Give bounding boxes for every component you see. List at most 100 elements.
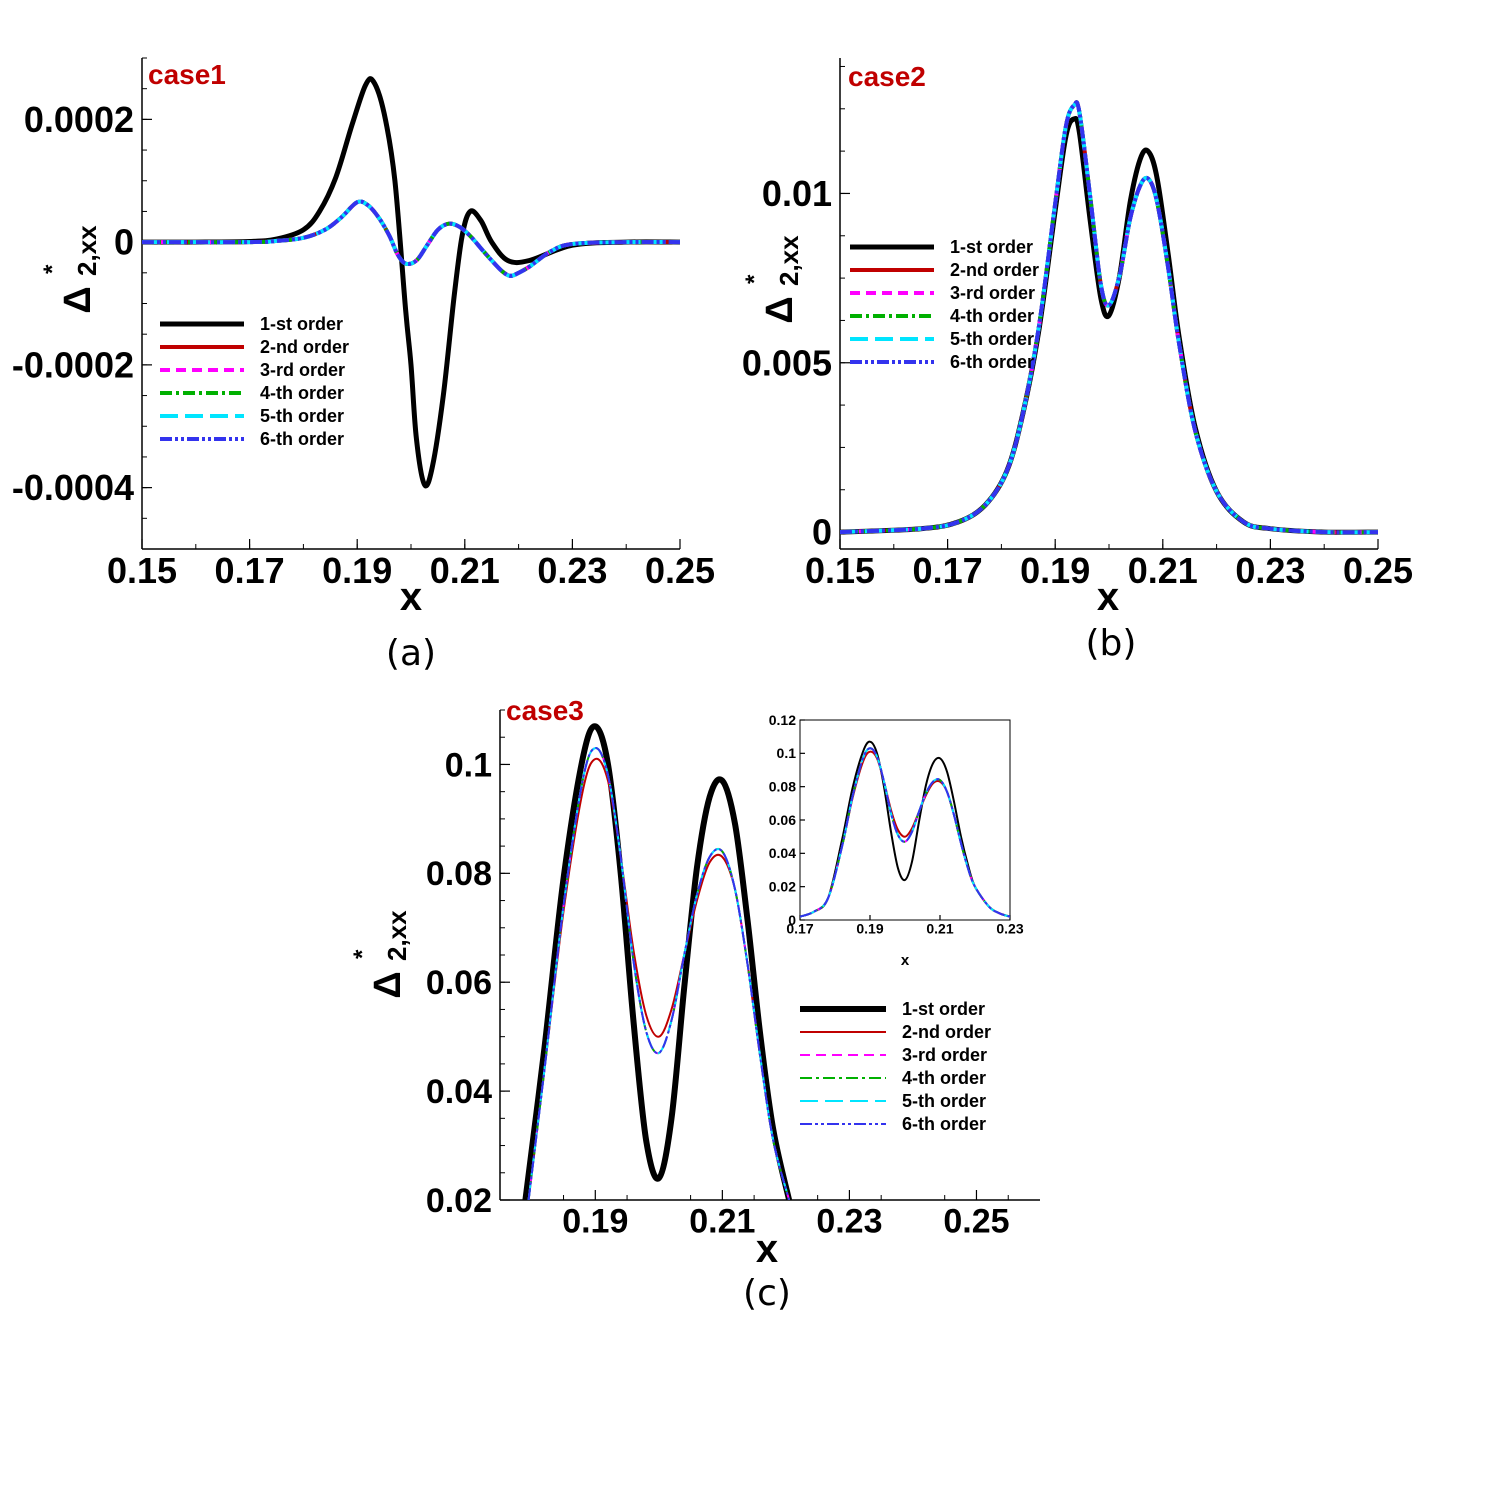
x-tick-label: 0.21 [1128,550,1198,591]
y-axis-title-subscript: 2,xx [774,235,804,286]
y-axis-title-subscript: 2,xx [72,225,102,276]
series-line-1 [522,723,793,1200]
legend-label-4: 4-th order [950,306,1034,326]
x-tick-label: 0.15 [107,550,177,591]
y-tick-label: 0.02 [769,879,796,895]
y-tick-label: 0.06 [426,964,492,1002]
x-tick-label: 0.21 [430,550,500,591]
legend-label-1: 1-st order [950,237,1033,257]
series-line-6 [142,199,680,278]
series-line-6 [840,100,1378,535]
y-tick-label: 0.02 [426,1182,492,1220]
x-axis-title: x [1097,575,1119,619]
legend-label-1: 1-st order [260,314,343,334]
x-axis-title: x [756,1227,778,1271]
series-line-6 [527,747,791,1200]
legend-label-3: 3-rd order [950,283,1035,303]
series-group [800,740,1010,918]
x-tick-label: 0.23 [537,550,607,591]
panel-label: (a) [386,633,436,674]
series-line-5 [840,100,1378,535]
x-tick-label: 0.23 [996,920,1023,936]
y-tick-label: -0.0004 [12,467,134,508]
y-tick-label: 0.04 [426,1073,492,1111]
legend: 1-st order 2-nd order 3-rd order 4-th order… [800,999,991,1134]
series-group [522,723,793,1200]
x-tick-label: 0.23 [816,1202,882,1240]
x-tick-label: 0.25 [1343,550,1413,591]
x-tick-label: 0.15 [805,550,875,591]
series-group [840,100,1378,535]
x-tick-label: 0.17 [215,550,285,591]
legend-label-2: 2-nd order [950,260,1039,280]
x-tick-label: 0.19 [322,550,392,591]
y-tick-label: 0.06 [769,812,796,828]
y-tick-label: 0 [114,222,134,263]
legend-label-3: 3-rd order [260,360,345,380]
legend: 1-st order 2-nd order 3-rd order 4-th order… [160,314,349,449]
y-axis-title: Δ * 2,xx [741,235,804,324]
legend-label-2: 2-nd order [902,1022,991,1042]
y-axis-title-symbol: Δ [759,296,801,323]
y-axis-title: Δ * 2,xx [349,910,412,999]
y-tick-label: -0.0002 [12,344,134,385]
case-label: case3 [506,695,584,726]
inset-plot: 0.17 0.19 0.21 0.23 0 0.02 0.04 0.06 0.08 0.1 0.12… [769,712,1024,969]
y-axis-title-subscript: 2,xx [382,910,412,961]
legend-label-5: 5-th order [950,329,1034,349]
panel-label: (c) [743,1273,791,1314]
series-line-1 [840,115,1378,535]
series-group [142,76,680,489]
y-tick-label: 0.0002 [24,99,134,140]
series-line-3 [527,747,791,1200]
x-tick-label: 0.25 [943,1202,1009,1240]
plot-panel-3: 0.19 0.21 0.23 0.25 0.02 0.04 0.06 0.08 0.1 case3… [349,695,1040,1314]
legend: 1-st order 2-nd order 3-rd order 4-th order… [850,237,1039,372]
legend-label-4: 4-th order [260,383,344,403]
x-axis-title: x [901,952,910,969]
y-axis-title-symbol: Δ [57,286,99,313]
panel-label: (b) [1086,623,1137,664]
series-line-4 [527,747,791,1200]
y-tick-label: 0.08 [426,855,492,893]
y-axis-title-superscript: * [39,264,66,274]
x-tick-label: 0.17 [786,920,813,936]
y-tick-label: 0 [788,912,796,928]
x-tick-label: 0.19 [856,920,883,936]
series-line-1 [142,76,680,489]
series-line-6 [800,747,1010,918]
y-axis-title-superscript: * [741,274,768,284]
plot-panel-2: 0.15 0.17 0.19 0.21 0.23 0.25 0 0.005 0.01 case2 x… [741,58,1413,664]
plot-panel-1: 0.15 0.17 0.19 0.21 0.23 0.25 -0.0004 -0.0002 0 0… [12,57,715,674]
y-tick-label: 0.1 [777,745,797,761]
legend-label-4: 4-th order [902,1068,986,1088]
x-tick-label: 0.17 [913,550,983,591]
legend-label-3: 3-rd order [902,1045,987,1065]
y-tick-label: 0 [812,512,832,553]
legend-label-5: 5-th order [260,406,344,426]
y-axis-title-symbol: Δ [367,971,409,998]
y-tick-label: 0.12 [769,712,796,728]
x-tick-label: 0.23 [1235,550,1305,591]
x-tick-label: 0.21 [926,920,953,936]
y-axis-title-superscript: * [349,949,376,959]
x-tick-label: 0.19 [1020,550,1090,591]
legend-label-6: 6-th order [260,429,344,449]
series-line-5 [527,747,791,1200]
legend-label-6: 6-th order [902,1114,986,1134]
legend-label-5: 5-th order [902,1091,986,1111]
x-tick-label: 0.21 [689,1202,755,1240]
x-tick-label: 0.19 [562,1202,628,1240]
y-axis-title: Δ * 2,xx [39,225,102,314]
case-label: case1 [148,59,226,90]
y-tick-label: 0.04 [769,845,796,861]
legend-label-1: 1-st order [902,999,985,1019]
y-tick-label: 0.1 [445,746,492,784]
legend-label-2: 2-nd order [260,337,349,357]
case-label: case2 [848,61,926,92]
x-tick-label: 0.25 [645,550,715,591]
x-axis-title: x [400,575,422,619]
y-tick-label: 0.005 [742,342,832,383]
y-tick-label: 0.01 [762,173,832,214]
